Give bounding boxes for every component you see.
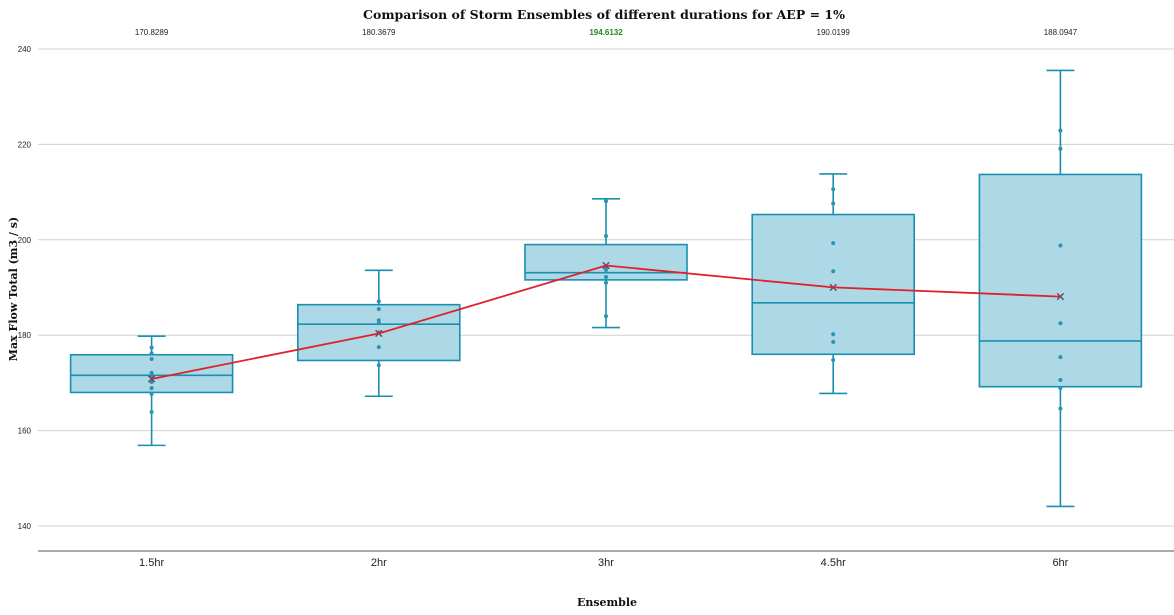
data-point xyxy=(831,187,836,192)
mean-marker-stroke xyxy=(147,375,156,383)
mean-marker xyxy=(147,375,156,383)
data-point xyxy=(1058,378,1063,383)
x-tick-label: 2hr xyxy=(371,557,387,569)
data-point xyxy=(376,318,381,323)
data-point xyxy=(149,386,154,391)
box-4.5hr xyxy=(751,173,916,395)
grid-lines xyxy=(38,48,1174,527)
data-point xyxy=(1058,243,1063,248)
data-point xyxy=(1058,146,1063,151)
boxes xyxy=(69,69,1143,508)
data-point xyxy=(604,280,608,285)
mean-label-2hr: 180.3679 xyxy=(362,28,396,37)
mean-line xyxy=(151,264,1061,380)
data-point xyxy=(831,358,836,363)
y-tick-label: 240 xyxy=(18,45,32,54)
mean-label-6hr: 188.0947 xyxy=(1044,28,1078,37)
data-point xyxy=(149,345,154,350)
data-point xyxy=(149,391,154,396)
data-point xyxy=(604,267,608,272)
mean-label-4.5hr: 190.0199 xyxy=(817,28,851,37)
box-iqr xyxy=(524,243,688,281)
box-3hr xyxy=(524,197,688,329)
data-point xyxy=(376,345,381,350)
y-tick-label: 180 xyxy=(18,331,32,340)
data-point xyxy=(604,199,608,204)
y-axis-ticks: 140 160 180 200 220 240 xyxy=(18,45,32,531)
data-point xyxy=(149,409,154,414)
mean-line-series xyxy=(151,264,1061,380)
data-point xyxy=(604,314,608,319)
data-point xyxy=(376,299,381,304)
data-point xyxy=(376,321,381,326)
data-point xyxy=(1058,406,1063,411)
data-point xyxy=(149,379,154,384)
data-point xyxy=(1058,128,1063,133)
x-tick-label: 4.5hr xyxy=(821,557,846,569)
data-point xyxy=(831,201,836,206)
data-point xyxy=(831,241,836,246)
y-tick-label: 140 xyxy=(18,522,32,531)
box-6hr xyxy=(978,69,1143,508)
y-axis-title: Max Flow Total (m3 / s) xyxy=(7,217,20,361)
chart-title: Comparison of Storm Ensembles of differe… xyxy=(363,7,845,22)
box-iqr xyxy=(978,173,1143,388)
data-point xyxy=(149,357,154,362)
data-point xyxy=(376,363,381,368)
y-tick-label: 220 xyxy=(18,140,32,149)
y-tick-label: 160 xyxy=(18,427,32,436)
y-tick-label: 200 xyxy=(18,236,32,245)
data-point xyxy=(149,370,154,375)
data-point xyxy=(831,332,836,337)
data-point xyxy=(604,233,608,238)
data-point xyxy=(1058,386,1063,391)
x-tick-label: 3hr xyxy=(598,557,614,569)
data-point xyxy=(1058,355,1063,360)
data-point xyxy=(831,269,836,274)
data-point xyxy=(1058,321,1063,326)
mean-label-1.5hr: 170.8289 xyxy=(135,28,169,37)
box-1.5hr xyxy=(69,335,234,447)
x-tick-label: 6hr xyxy=(1052,557,1068,569)
box-iqr xyxy=(751,213,916,356)
x-axis-title: Ensemble xyxy=(577,596,637,609)
mean-label-3hr: 194.6132 xyxy=(589,28,623,37)
data-point xyxy=(149,351,154,356)
data-point xyxy=(604,275,608,280)
x-axis-ticks: 1.5hr 2hr 3hr 4.5hr 6hr xyxy=(139,557,1069,569)
data-point xyxy=(831,339,836,344)
data-point xyxy=(376,306,381,311)
mean-labels: 170.8289 180.3679 194.6132 190.0199 188.0947 xyxy=(135,28,1078,37)
x-tick-label: 1.5hr xyxy=(139,557,164,569)
